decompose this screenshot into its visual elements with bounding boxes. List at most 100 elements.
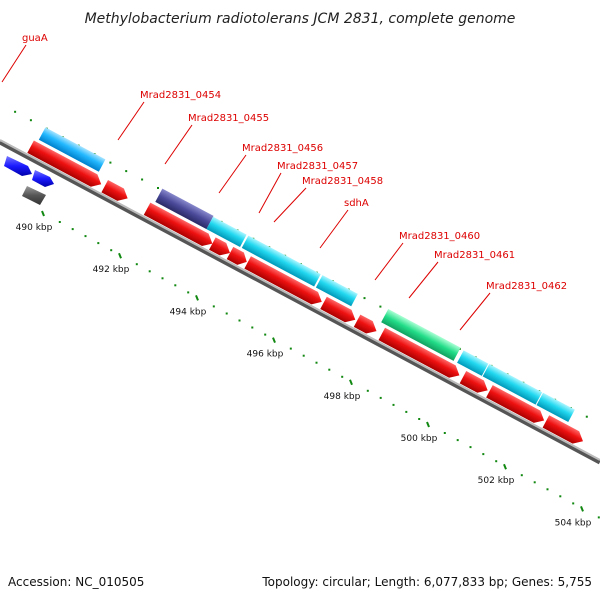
feature-red-arrow[interactable] <box>542 415 587 447</box>
kbp-tick-label: 500 kbp <box>401 434 438 444</box>
kbp-major-tick <box>580 506 584 512</box>
kbp-minor-tick <box>469 446 472 449</box>
kbp-major-tick <box>195 295 199 301</box>
kbp-minor-tick <box>482 453 485 456</box>
kbp-minor-tick <box>225 312 228 315</box>
feature-red-arrow[interactable] <box>320 296 358 326</box>
gene-leader-line <box>273 187 307 223</box>
kbp-minor-tick <box>187 291 190 294</box>
kbp-minor-tick <box>212 305 215 308</box>
gene-label[interactable]: sdhA <box>344 198 369 209</box>
kbp-major-tick <box>426 421 430 428</box>
feature-gray-arrow[interactable] <box>22 186 46 205</box>
feature-cyan[interactable] <box>457 350 489 376</box>
feature-cyan[interactable] <box>206 216 247 247</box>
kbp-minor-tick <box>328 368 331 371</box>
gene-leader-line <box>164 124 193 165</box>
kbp-minor-tick <box>456 439 459 442</box>
track-dot <box>125 170 128 173</box>
gene-label[interactable]: Mrad2831_0456 <box>242 143 323 154</box>
gene-leader-line <box>218 154 247 194</box>
feature-red-arrow[interactable] <box>378 327 462 382</box>
kbp-minor-tick <box>289 347 292 350</box>
kbp-minor-tick <box>443 432 446 434</box>
gene-leader-line <box>117 101 145 141</box>
kbp-tick-label: 502 kbp <box>478 476 515 486</box>
kbp-minor-tick <box>597 516 600 519</box>
gene-leader-line <box>1 44 27 83</box>
feature-red-arrow[interactable] <box>244 256 325 308</box>
feature-purple[interactable] <box>155 188 214 230</box>
kbp-minor-tick <box>379 396 382 399</box>
feature-red-arrow[interactable] <box>27 140 104 190</box>
kbp-tick-label: 492 kbp <box>93 265 130 275</box>
gene-label[interactable]: Mrad2831_0461 <box>434 250 515 261</box>
gene-label[interactable]: Mrad2831_0455 <box>188 113 269 124</box>
kbp-minor-tick <box>110 249 113 252</box>
kbp-major-tick <box>41 210 45 217</box>
track-dot <box>14 110 17 113</box>
track-dot <box>585 415 588 418</box>
kbp-minor-tick <box>315 361 318 364</box>
feature-red-arrow[interactable] <box>486 385 547 427</box>
feature-red-arrow[interactable] <box>459 371 491 397</box>
feature-red-arrow[interactable] <box>226 246 250 268</box>
feature-sky[interactable] <box>38 127 106 172</box>
kbp-minor-tick <box>418 418 421 420</box>
gene-label[interactable]: Mrad2831_0460 <box>399 231 480 242</box>
kbp-tick-label: 498 kbp <box>324 392 361 402</box>
feature-blue-arrow[interactable] <box>4 156 32 176</box>
gene-label[interactable]: Mrad2831_0458 <box>302 176 383 187</box>
kbp-tick-label: 490 kbp <box>16 223 53 233</box>
genome-summary-text: Topology: circular; Length: 6,077,833 bp… <box>261 575 592 589</box>
gene-leader-line <box>319 209 349 249</box>
map-title: Methylobacterium radiotolerans JCM 2831,… <box>85 11 516 27</box>
feature-blue-arrow[interactable] <box>32 170 54 187</box>
gene-label[interactable]: Mrad2831_0457 <box>277 161 358 172</box>
kbp-minor-tick <box>84 235 87 238</box>
kbp-minor-tick <box>58 221 61 223</box>
kbp-minor-tick <box>405 410 408 413</box>
kbp-major-tick <box>118 252 122 259</box>
feature-red-arrow[interactable] <box>353 314 380 338</box>
kbp-minor-tick <box>264 333 267 336</box>
kbp-minor-tick <box>238 319 241 322</box>
kbp-tick-label: 504 kbp <box>555 518 592 528</box>
kbp-minor-tick <box>135 263 138 266</box>
feature-green[interactable] <box>381 309 461 361</box>
kbp-minor-tick <box>392 403 395 406</box>
feature-cyan[interactable] <box>241 235 321 287</box>
kbp-minor-tick <box>302 354 305 357</box>
kbp-minor-tick <box>572 502 575 505</box>
kbp-major-tick <box>272 337 276 343</box>
kbp-minor-tick <box>341 375 344 378</box>
kbp-minor-tick <box>366 389 369 392</box>
kbp-minor-tick <box>495 460 498 463</box>
track-dot <box>379 305 382 308</box>
track-dot <box>29 119 32 122</box>
gene-label[interactable]: Mrad2831_0462 <box>486 281 567 292</box>
track-dot <box>363 297 366 300</box>
gene-label[interactable]: guaA <box>22 33 48 44</box>
kbp-minor-tick <box>546 488 549 491</box>
kbp-minor-tick <box>161 277 164 280</box>
feature-cyan[interactable] <box>482 364 543 405</box>
feature-cyan[interactable] <box>536 392 575 423</box>
kbp-minor-tick <box>174 284 177 287</box>
kbp-minor-tick <box>148 270 151 273</box>
track-dot <box>109 161 112 164</box>
feature-red-arrow[interactable] <box>143 202 216 250</box>
kbp-major-tick <box>349 379 353 386</box>
feature-cyan[interactable] <box>315 275 358 307</box>
feature-red-arrow[interactable] <box>209 237 233 259</box>
kbp-minor-tick <box>71 228 74 231</box>
kbp-minor-tick <box>97 242 100 245</box>
gene-leader-line <box>374 242 404 281</box>
genome-backbone-shadow <box>0 139 600 465</box>
gene-label[interactable]: Mrad2831_0454 <box>140 90 221 101</box>
feature-red-arrow[interactable] <box>101 179 131 205</box>
kbp-tick-label: 494 kbp <box>170 307 207 317</box>
kbp-minor-tick <box>533 481 536 484</box>
track-dot <box>141 178 144 181</box>
